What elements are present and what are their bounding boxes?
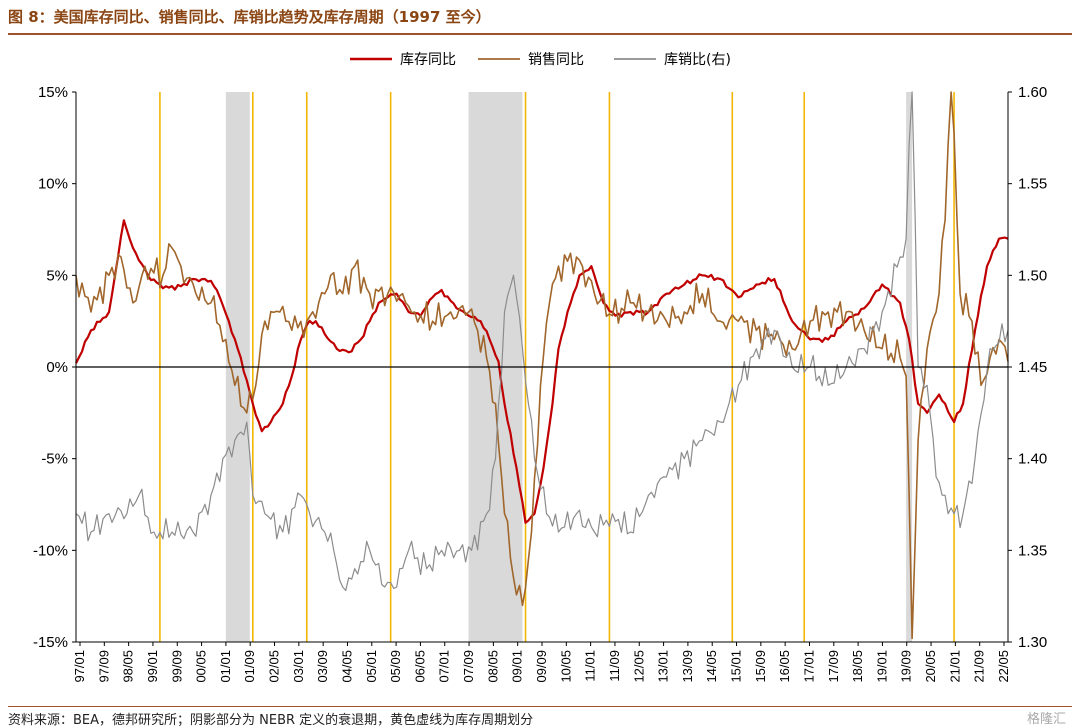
y-left-tick-label-5: -5%: [41, 451, 68, 468]
x-tick-label-9: 02/05: [267, 650, 282, 683]
x-tick-label-13: 05/01: [364, 650, 379, 683]
x-tick-label-30: 16/05: [777, 650, 792, 683]
x-tick-label-37: 21/01: [947, 650, 962, 683]
x-tick-label-22: 11/01: [583, 650, 598, 682]
y-left-tick-label-6: -10%: [33, 542, 68, 559]
x-tick-label-20: 09/09: [534, 650, 549, 683]
tick-labels: 15% 10% 5% 0% -5% -10% -15% 1.60 1.55 1.50 1.45 1.4…: [33, 84, 1047, 683]
x-tick-label-8: 01/09: [242, 650, 257, 683]
x-tick-label-36: 20/05: [923, 650, 938, 683]
y-left-tick-label-1: 15%: [38, 84, 68, 101]
x-tick-label-6: 00/05: [194, 650, 209, 683]
x-tick-label-1: 97/01: [72, 650, 87, 683]
x-tick-label-15: 06/05: [412, 650, 427, 683]
x-tick-label-32: 17/09: [826, 650, 841, 683]
x-tick-label-29: 15/09: [753, 650, 768, 683]
x-tick-label-2: 97/09: [96, 650, 111, 683]
axes: [75, 92, 1009, 643]
legend: 库存同比 销售同比 库销比(右): [350, 52, 731, 68]
title-rule: [8, 33, 1072, 35]
y-left-tick-label-7: -15%: [33, 634, 68, 651]
legend-label-3: 库销比(右): [664, 52, 731, 68]
x-tick-label-16: 07/01: [437, 650, 452, 683]
x-tick-label-17: 07/09: [461, 650, 476, 683]
y-left-tick-label-3: 5%: [46, 267, 68, 284]
x-tick-label-25: 13/01: [656, 650, 671, 683]
x-tick-label-3: 98/05: [121, 650, 136, 683]
x-tick-label-26: 13/09: [680, 650, 695, 683]
x-tick-label-5: 99/09: [169, 650, 184, 683]
watermark: 格隆汇: [1026, 712, 1066, 727]
x-tick-label-21: 10/05: [558, 650, 573, 683]
footer-rule: [8, 706, 1072, 707]
x-tick-label-39: 22/05: [996, 650, 1011, 683]
series-line-3: [75, 91, 1009, 592]
x-tick-label-33: 18/05: [850, 650, 865, 683]
x-tick-label-11: 03/09: [315, 650, 330, 683]
series-layer: [75, 91, 1009, 640]
legend-label-2: 销售同比: [528, 52, 584, 68]
series-line-2: [75, 91, 1009, 640]
figure-title: 图 8：美国库存同比、销售同比、库销比趋势及库存周期（1997 至今）: [8, 8, 491, 26]
y-left-tick-label-4: 0%: [46, 359, 68, 376]
x-tick-label-19: 09/01: [510, 650, 525, 683]
source-note: 资料来源：BEA，德邦研究所；阴影部分为 NEBR 定义的衰退期，黄色虚线为库存…: [8, 713, 534, 728]
x-tick-label-14: 05/09: [388, 650, 403, 683]
x-tick-label-28: 15/01: [729, 650, 744, 683]
x-tick-label-4: 99/01: [145, 650, 160, 683]
y-left-tick-label-2: 10%: [38, 176, 68, 193]
x-tick-label-7: 01/01: [218, 650, 233, 683]
x-tick-label-23: 11/09: [607, 650, 622, 682]
x-tick-label-18: 08/05: [485, 650, 500, 683]
legend-label-1: 库存同比: [400, 52, 456, 68]
y-right-tick-label-6: 1.35: [1018, 542, 1047, 559]
y-right-tick-label-4: 1.45: [1018, 359, 1047, 376]
x-tick-label-24: 12/05: [631, 650, 646, 683]
y-right-tick-label-2: 1.55: [1018, 176, 1047, 193]
chart: 库存同比 销售同比 库销比(右) 15% 10% 5% 0% -5% -10% -15% 1.60…: [33, 52, 1047, 683]
x-tick-label-10: 03/01: [291, 650, 306, 683]
y-right-tick-label-1: 1.60: [1018, 84, 1047, 101]
y-right-tick-label-5: 1.40: [1018, 451, 1047, 468]
x-tick-label-12: 04/05: [339, 650, 354, 683]
x-tick-label-35: 19/09: [899, 650, 914, 683]
y-right-tick-label-3: 1.50: [1018, 267, 1047, 284]
x-tick-label-34: 19/01: [874, 650, 889, 683]
y-right-tick-label-7: 1.30: [1018, 634, 1047, 651]
x-tick-label-38: 21/09: [972, 650, 987, 683]
x-tick-label-27: 14/05: [704, 650, 719, 683]
x-tick-label-31: 17/01: [801, 650, 816, 683]
